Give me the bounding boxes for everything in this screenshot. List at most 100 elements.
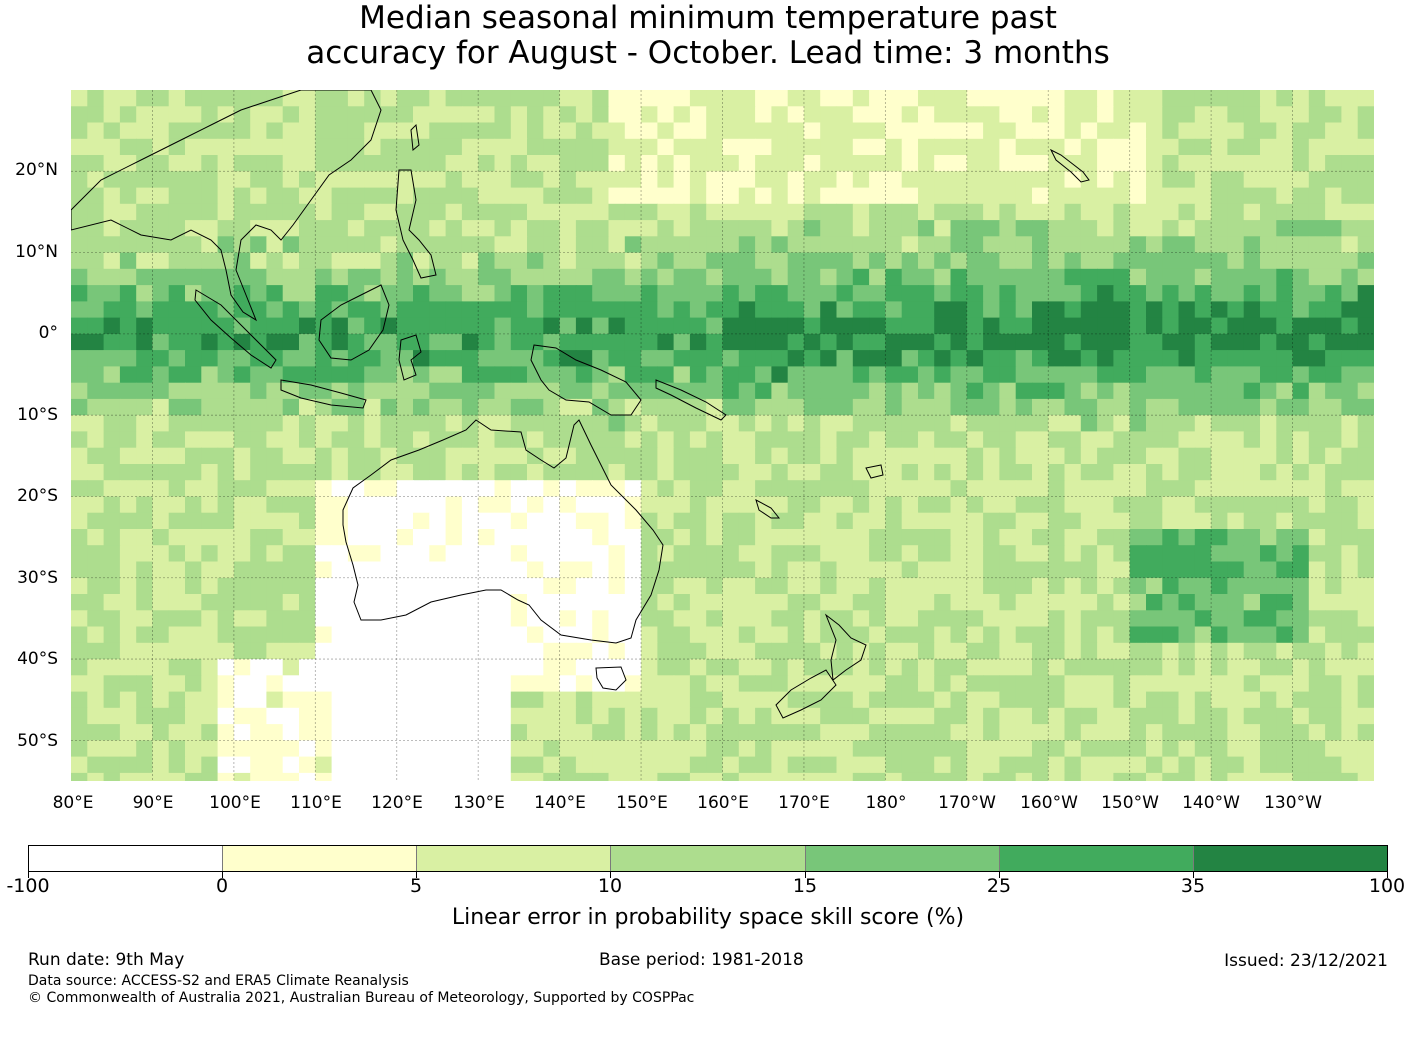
skill-score-cell	[738, 317, 756, 335]
colorbar-segment	[611, 846, 806, 871]
skill-score-cell	[233, 155, 251, 172]
skill-score-cell	[185, 691, 202, 709]
skill-score-cell	[266, 464, 284, 481]
skill-score-cell	[1357, 577, 1374, 595]
skill-score-cell	[1162, 756, 1180, 774]
skill-score-cell	[755, 529, 772, 546]
skill-score-cell	[1162, 203, 1180, 221]
skill-score-cell	[1032, 90, 1049, 107]
skill-score-cell	[1260, 545, 1277, 563]
skill-score-cell	[624, 659, 642, 676]
skill-score-cell	[1276, 610, 1294, 628]
skill-score-cell	[641, 301, 658, 319]
skill-score-cell	[1243, 122, 1261, 140]
skill-score-cell	[771, 431, 789, 449]
skill-score-cell	[71, 138, 88, 156]
skill-score-cell	[559, 626, 577, 644]
skill-score-cell	[1129, 317, 1147, 335]
skill-score-cell	[299, 317, 316, 335]
skill-score-cell	[396, 447, 414, 465]
skill-score-cell	[1211, 285, 1228, 302]
skill-score-cell	[1243, 252, 1261, 270]
skill-score-cell	[152, 740, 170, 758]
skill-score-cell	[592, 187, 610, 205]
skill-score-cell	[168, 155, 186, 172]
skill-score-cell	[1162, 252, 1180, 270]
skill-score-cell	[1341, 90, 1359, 107]
skill-score-cell	[233, 561, 251, 579]
skill-score-cell	[1178, 496, 1196, 514]
skill-score-cell	[722, 756, 740, 774]
skill-score-cell	[787, 691, 805, 709]
skill-score-cell	[266, 285, 284, 302]
skill-score-cell	[119, 122, 137, 140]
skill-score-cell	[1260, 529, 1277, 546]
skill-score-cell	[1211, 138, 1228, 156]
skill-score-cell	[1032, 561, 1049, 579]
skill-score-cell	[87, 610, 105, 628]
skill-score-cell	[217, 415, 235, 433]
skill-score-cell	[755, 756, 772, 774]
skill-score-cell	[852, 366, 870, 384]
skill-score-cell	[983, 366, 1000, 384]
skill-score-cell	[478, 577, 496, 595]
skill-score-cell	[673, 220, 691, 237]
skill-score-cell	[315, 691, 333, 709]
skill-score-cell	[1325, 740, 1342, 758]
skill-score-cell	[478, 155, 496, 172]
skill-score-cell	[1048, 512, 1066, 530]
skill-score-cell	[1097, 691, 1114, 709]
skill-score-cell	[478, 464, 496, 481]
skill-score-cell	[1325, 480, 1342, 498]
skill-score-cell	[87, 122, 105, 140]
skill-score-cell	[738, 301, 756, 319]
skill-score-cell	[689, 577, 707, 595]
skill-score-cell	[641, 415, 658, 433]
skill-score-cell	[543, 594, 561, 611]
skill-score-cell	[1292, 398, 1310, 416]
skill-score-cell	[575, 138, 593, 156]
skill-score-cell	[592, 707, 610, 725]
skill-score-cell	[1325, 724, 1342, 741]
skill-score-cell	[1129, 236, 1147, 254]
skill-score-cell	[87, 415, 105, 433]
skill-score-cell	[966, 626, 984, 644]
skill-score-cell	[738, 382, 756, 400]
skill-score-cell	[999, 415, 1017, 433]
skill-score-cell	[315, 512, 333, 530]
skill-score-cell	[820, 220, 838, 237]
skill-score-cell	[1178, 545, 1196, 563]
skill-score-cell	[869, 610, 886, 628]
skill-score-cell	[624, 106, 642, 124]
skill-score-cell	[1260, 317, 1277, 335]
skill-score-cell	[1308, 642, 1326, 660]
skill-score-cell	[657, 594, 675, 611]
skill-score-cell	[738, 350, 756, 367]
skill-score-cell	[461, 171, 479, 189]
skill-score-cell	[1097, 138, 1114, 156]
skill-score-cell	[1113, 333, 1131, 351]
skill-score-cell	[575, 447, 593, 465]
skill-score-cell	[624, 187, 642, 205]
skill-score-cell	[396, 317, 414, 335]
skill-score-cell	[722, 350, 740, 367]
skill-score-cell	[1129, 529, 1147, 546]
skill-score-cell	[559, 90, 577, 107]
skill-score-cell	[803, 561, 821, 579]
skill-score-cell	[836, 724, 854, 741]
skill-score-cell	[396, 561, 414, 579]
skill-score-cell	[722, 707, 740, 725]
skill-score-cell	[999, 122, 1017, 140]
skill-score-cell	[1064, 691, 1082, 709]
skill-score-cell	[478, 252, 496, 270]
skill-score-cell	[966, 577, 984, 595]
skill-score-cell	[934, 155, 952, 172]
skill-score-cell	[543, 138, 561, 156]
skill-score-cell	[510, 529, 528, 546]
skill-score-cell	[592, 756, 610, 774]
skill-score-cell	[771, 106, 789, 124]
skill-score-cell	[543, 772, 561, 781]
skill-score-cell	[787, 415, 805, 433]
skill-score-cell	[527, 301, 544, 319]
skill-score-cell	[217, 642, 235, 660]
